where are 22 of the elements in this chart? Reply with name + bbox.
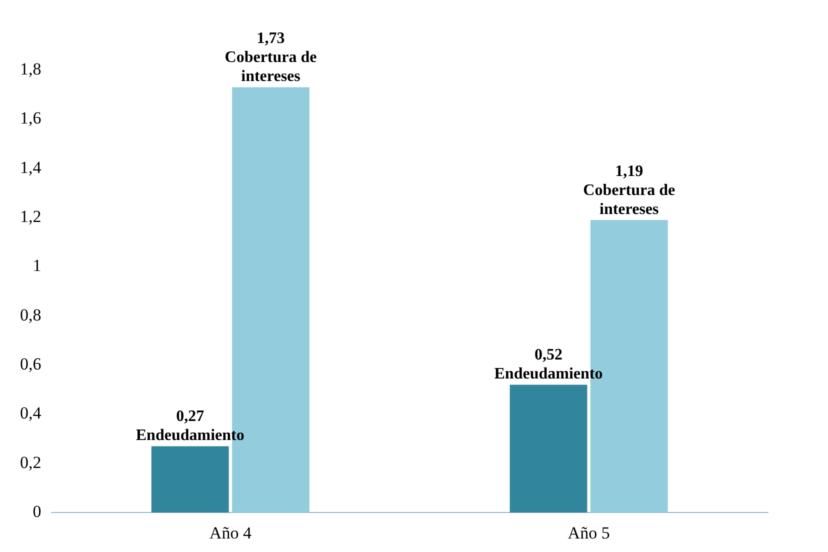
x-tick-label: Año 5 [568, 523, 610, 542]
y-tick-label: 0,4 [20, 404, 42, 423]
data-label: 1,73 [256, 30, 285, 48]
y-tick-label: 1 [32, 256, 42, 276]
y-tick-label: 1,4 [20, 158, 42, 177]
data-label: 0,27 [176, 408, 204, 426]
text: Cobertura de intereses [224, 49, 317, 86]
text: Endeudamiento [494, 366, 603, 383]
series-label: Endeudamiento [136, 427, 244, 444]
y-tick-label: 0,6 [20, 354, 42, 374]
y-tick-label: 0,2 [20, 452, 42, 472]
data-label: 1,19 [615, 162, 644, 180]
data-label: 0,52 [534, 346, 562, 364]
bar [151, 446, 229, 513]
y-tick-label: 1,8 [20, 59, 42, 78]
y-tick-label: 1,2 [20, 207, 42, 226]
bar [510, 384, 588, 513]
y-tick-label: 0,8 [20, 305, 42, 324]
x-tick-label: Año 4 [209, 523, 252, 542]
y-tick-label: 0 [32, 502, 42, 522]
y-tick-label: 1,6 [20, 108, 42, 128]
series-label: Cobertura de intereses [583, 182, 676, 218]
